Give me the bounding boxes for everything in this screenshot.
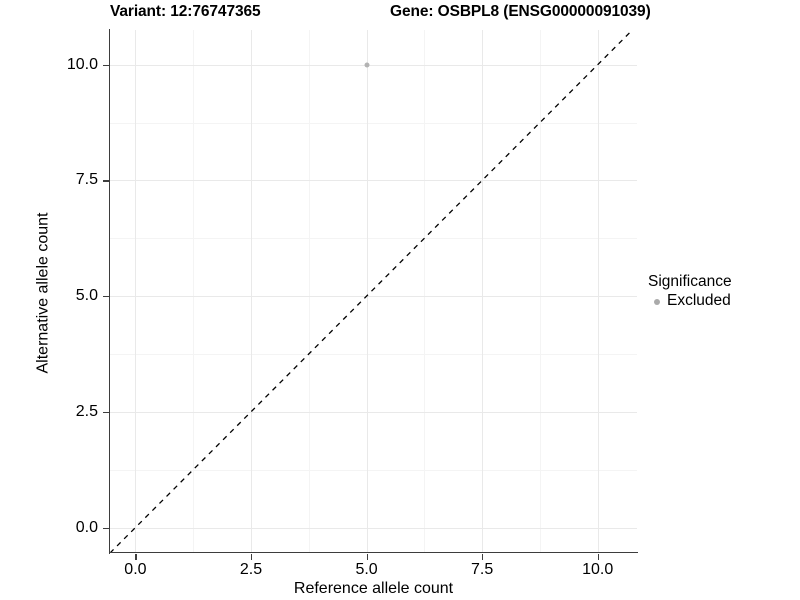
y-tick-mark [103,64,109,66]
gridline-h [110,469,637,471]
gridline-v [308,30,310,553]
x-tick-mark [482,554,484,560]
x-axis-line [109,552,638,554]
x-tick-mark [135,554,137,560]
y-tick-mark [103,527,109,529]
gene-title: Gene: OSBPL8 (ENSG00000091039) [390,3,651,20]
variant-title: Variant: 12:76747365 [110,3,261,20]
gridline-v [366,30,368,553]
x-tick-label: 10.0 [582,561,614,578]
legend: Significance Excluded [648,272,798,311]
data-point[interactable] [364,62,370,68]
y-axis-tick-labels: 0.0 2.5 5.0 7.5 10.0 [36,0,98,600]
gridline-h [110,353,637,355]
legend-entry-label: Excluded [667,292,731,310]
gridline-v [597,30,599,553]
gridline-v [539,30,541,553]
circle-dot-icon [648,293,665,310]
y-tick-label: 5.0 [75,287,98,305]
gridline-v [424,30,426,553]
chart-title-row: Variant: 12:76747365 Gene: OSBPL8 (ENSG0… [0,0,800,28]
x-tick-label: 2.5 [239,561,263,578]
x-tick-mark [366,554,368,560]
y-axis-title: Alternative allele count [34,212,52,374]
x-tick-label: 7.5 [471,561,494,578]
legend-marker-dot [653,298,660,305]
plot-panel [110,30,637,553]
x-tick-label: 0.0 [124,561,147,578]
gridline-v [135,30,137,553]
gridline-h [110,411,637,413]
gridline-v [482,30,484,553]
y-tick-label: 10.0 [66,55,98,73]
x-tick-mark [250,554,253,560]
y-tick-label: 2.5 [75,402,98,420]
x-axis-title: Reference allele count [293,580,454,597]
y-tick-mark [103,180,109,182]
gridline-h [110,64,637,66]
legend-entries: Excluded [648,292,798,311]
gridline-h [110,180,637,182]
x-tick-label: 5.0 [355,561,378,578]
gridline-h [110,296,637,298]
gridline-v [250,30,252,553]
gridline-h [110,238,637,240]
y-tick-label: 0.0 [75,518,98,536]
identity-reference-line [110,30,633,553]
legend-title: Significance [648,273,732,290]
y-axis-line [109,29,111,554]
gridline-v [193,30,195,553]
y-tick-mark [103,411,109,414]
gridline-h [110,122,637,124]
y-tick-label: 7.5 [75,171,98,189]
legend-entry-excluded[interactable]: Excluded [648,292,798,311]
y-tick-mark [103,296,109,298]
x-tick-mark [597,554,599,560]
gridline-h [110,527,637,529]
